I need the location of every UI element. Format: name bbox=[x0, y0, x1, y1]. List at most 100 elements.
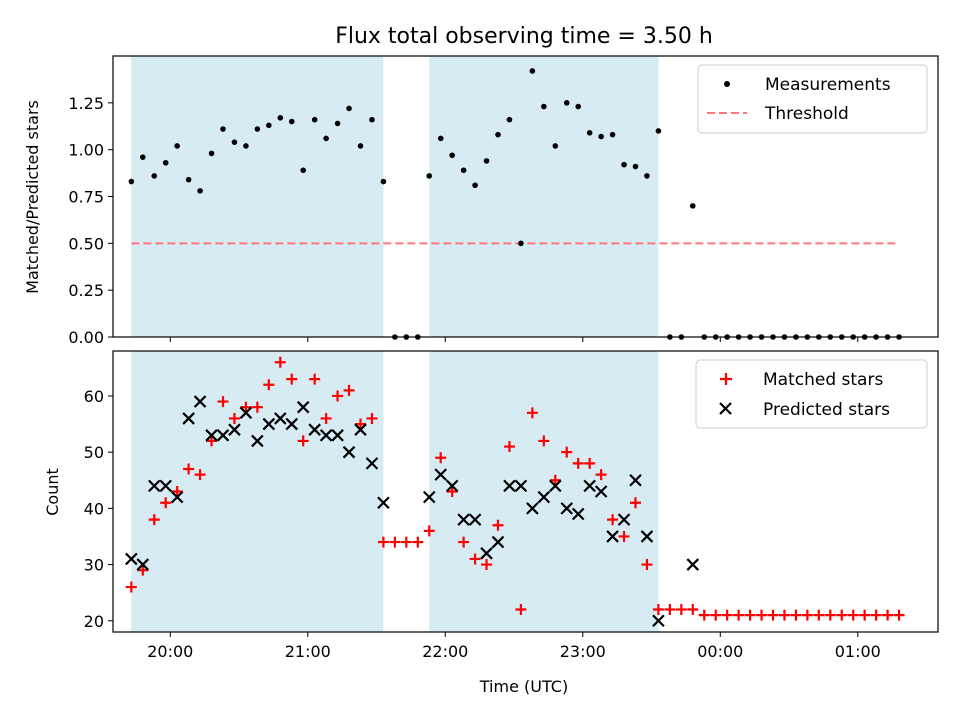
bot-shaded-interval bbox=[429, 351, 659, 632]
predicted-star-point bbox=[228, 423, 241, 436]
matched-star-point bbox=[607, 514, 619, 526]
predicted-star-point bbox=[262, 417, 276, 431]
measurement-point bbox=[151, 173, 158, 179]
top-shaded-interval bbox=[131, 56, 384, 337]
matched-star-point bbox=[847, 609, 859, 621]
matched-star-point bbox=[698, 609, 710, 621]
matched-star-point bbox=[664, 604, 676, 616]
matched-star-point bbox=[515, 604, 527, 616]
predicted-star-point bbox=[422, 490, 436, 504]
matched-star-point bbox=[584, 457, 596, 469]
top-y-tick-label: 0.00 bbox=[68, 328, 104, 347]
measurement-point bbox=[529, 68, 536, 74]
matched-star-point bbox=[710, 609, 722, 621]
matched-star-point bbox=[446, 486, 458, 497]
predicted-star-point bbox=[549, 479, 562, 493]
matched-star-point bbox=[389, 536, 401, 548]
measurement-point bbox=[277, 115, 284, 121]
measurement-point bbox=[231, 139, 238, 145]
legend-matched-marker bbox=[720, 373, 732, 385]
measurement-point bbox=[288, 118, 295, 125]
measurement-point bbox=[655, 128, 662, 134]
matched-star-point bbox=[870, 609, 882, 621]
matched-star-point bbox=[790, 609, 802, 621]
predicted-star-point bbox=[606, 530, 619, 543]
measurement-point bbox=[254, 126, 261, 132]
top-y-tick-label: 1.00 bbox=[68, 141, 104, 160]
bottom-shaded-intervals bbox=[131, 351, 659, 632]
measurement-point bbox=[369, 116, 375, 123]
bot-y-tick-label: 60 bbox=[84, 387, 104, 406]
measurement-point bbox=[460, 167, 467, 174]
matched-star-point bbox=[595, 469, 607, 481]
matched-star-point bbox=[561, 446, 573, 458]
matched-star-point bbox=[469, 553, 481, 565]
measurement-point bbox=[621, 161, 627, 168]
matched-star-point bbox=[377, 536, 389, 548]
measurement-point bbox=[426, 173, 433, 179]
measurement-point bbox=[197, 188, 203, 194]
measurement-point bbox=[449, 152, 455, 159]
bot-x-tick-label: 20:00 bbox=[147, 642, 193, 661]
matched-star-point bbox=[503, 441, 515, 453]
measurement-point bbox=[334, 120, 341, 127]
predicted-star-point bbox=[182, 412, 195, 425]
matched-star-point bbox=[206, 435, 218, 447]
predicted-star-point bbox=[594, 485, 608, 498]
measurement-point bbox=[220, 126, 226, 132]
measurement-point bbox=[357, 143, 364, 149]
bot-shaded-interval bbox=[131, 351, 384, 632]
chart-title: Flux total observing time = 3.50 h bbox=[335, 24, 713, 49]
measurement-point bbox=[208, 150, 215, 157]
predicted-star-point bbox=[205, 429, 218, 442]
matched-star-point bbox=[194, 469, 206, 481]
matched-star-point bbox=[320, 412, 332, 424]
matched-star-point bbox=[274, 356, 286, 368]
matched-star-point bbox=[893, 609, 905, 621]
matched-star-point bbox=[721, 609, 733, 621]
predicted-star-point bbox=[514, 479, 528, 493]
matched-star-point bbox=[549, 474, 561, 486]
predicted-star-point bbox=[251, 434, 264, 448]
predicted-star-point bbox=[354, 423, 367, 436]
matched-star-point bbox=[400, 536, 412, 548]
matched-star-point bbox=[767, 609, 779, 621]
matched-star-point bbox=[366, 412, 378, 424]
measurement-point bbox=[518, 240, 524, 247]
predicted-star-point bbox=[125, 552, 138, 566]
matched-star-point bbox=[458, 536, 470, 548]
top-y-axis: 0.00 0.25 0.50 0.75 1.00 1.25 bbox=[68, 94, 113, 347]
measurement-point bbox=[266, 122, 272, 129]
measurement-point bbox=[689, 203, 696, 209]
bottom-legend: Matched stars Predicted stars bbox=[695, 359, 928, 429]
predicted-star-point bbox=[468, 513, 482, 526]
matched-star-point bbox=[687, 604, 699, 616]
measurement-point bbox=[300, 167, 307, 174]
matched-star-point bbox=[836, 609, 848, 621]
measurement-point bbox=[185, 176, 192, 183]
matched-star-point bbox=[423, 525, 435, 537]
measurement-point bbox=[632, 163, 639, 170]
predicted-star-point bbox=[285, 417, 299, 431]
predicted-star-point bbox=[434, 468, 447, 481]
bot-x-tick-label: 00:00 bbox=[697, 642, 743, 661]
measurement-point bbox=[483, 158, 490, 164]
predicted-star-point bbox=[365, 457, 379, 470]
matched-star-point bbox=[148, 514, 160, 526]
top-legend-box bbox=[697, 64, 928, 134]
predicted-star-point bbox=[640, 530, 654, 543]
bot-x-tick-label: 23:00 bbox=[560, 642, 606, 661]
legend-measurements-label: Measurements bbox=[765, 75, 891, 95]
predicted-star-point bbox=[491, 535, 505, 549]
legend-threshold-label: Threshold bbox=[764, 104, 849, 124]
matched-star-point bbox=[309, 373, 321, 385]
predicted-star-point bbox=[571, 507, 585, 521]
measurement-point bbox=[575, 103, 582, 110]
measurement-point bbox=[598, 133, 604, 140]
bottom-y-axis-label: Count bbox=[43, 468, 62, 516]
measurement-point bbox=[380, 178, 387, 185]
top-y-tick-label: 0.25 bbox=[68, 281, 104, 300]
measurement-point bbox=[563, 100, 570, 106]
measurement-point bbox=[437, 135, 444, 142]
